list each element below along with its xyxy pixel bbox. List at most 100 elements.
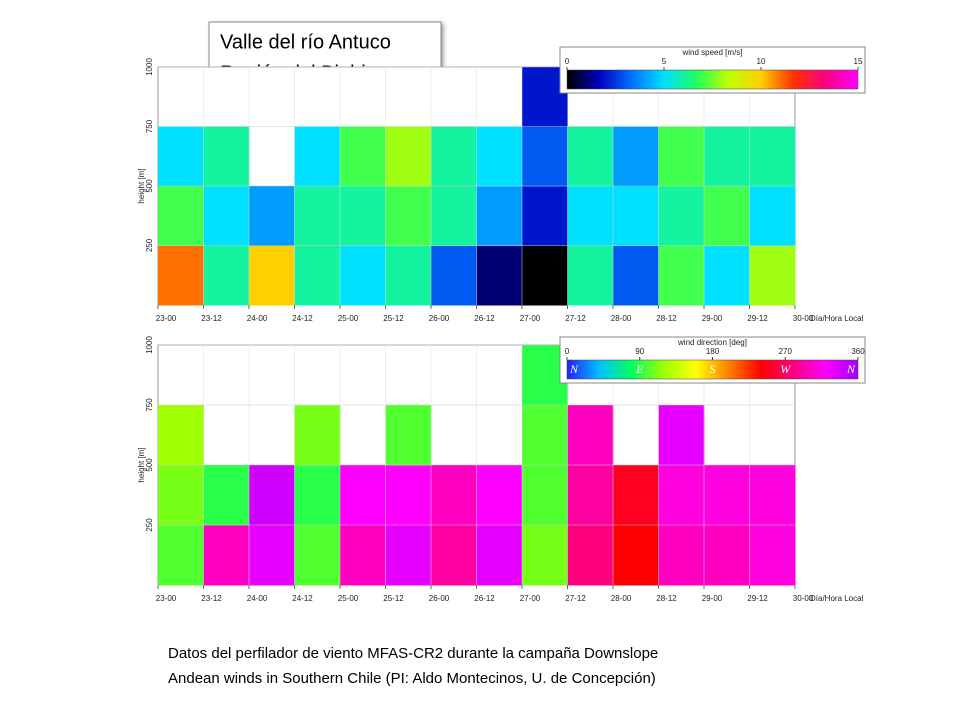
heat-cell	[294, 126, 341, 187]
heat-cell	[385, 525, 432, 586]
heat-cell	[567, 126, 614, 187]
heat-cell	[340, 525, 386, 586]
heat-cell	[613, 525, 659, 586]
x-tick-label: 24-12	[292, 594, 313, 603]
x-tick-label: 25-00	[338, 314, 359, 323]
heat-cell	[749, 126, 796, 187]
heat-cell	[749, 186, 796, 246]
heat-cell	[658, 126, 705, 187]
caption-line: Datos del perfilador de viento MFAS-CR2 …	[168, 645, 658, 662]
heat-cell	[613, 465, 659, 526]
x-tick-label: 26-12	[474, 594, 495, 603]
heat-cell	[476, 465, 523, 526]
heat-cell	[431, 186, 477, 246]
x-tick-label: 30-00	[793, 594, 814, 603]
heat-cell	[522, 465, 568, 526]
heat-cell	[431, 525, 477, 586]
y-tick-label: 1000	[145, 336, 154, 354]
heat-cell	[522, 126, 568, 187]
heat-cell	[249, 525, 295, 586]
heat-cell	[158, 126, 204, 187]
heat-cell	[294, 186, 341, 246]
heat-cell	[476, 126, 523, 187]
heat-cell	[340, 465, 386, 526]
x-tick-label: 24-00	[247, 594, 268, 603]
heat-cell	[704, 186, 750, 246]
heat-cell	[158, 186, 204, 246]
x-tick-label: 27-00	[520, 594, 541, 603]
heat-cell	[249, 245, 295, 306]
x-tick-label: 29-12	[747, 314, 768, 323]
heat-cell	[704, 465, 750, 526]
heat-cell	[385, 245, 432, 306]
heat-cell	[431, 245, 477, 306]
heat-cell	[158, 525, 204, 586]
colorbar-label: wind direction [deg]	[677, 338, 747, 347]
heat-cell	[749, 525, 796, 586]
heat-cell	[385, 465, 432, 526]
x-tick-label: 29-00	[702, 594, 723, 603]
x-tick-label: 28-00	[611, 314, 632, 323]
heat-cell	[476, 525, 523, 586]
heat-cell	[567, 465, 614, 526]
x-tick-label: 28-12	[656, 594, 677, 603]
direction-label: N	[846, 362, 856, 376]
heat-cell	[567, 525, 614, 586]
colorbar-tick-label: 90	[635, 347, 644, 356]
colorbar-label: wind speed [m/s]	[681, 48, 742, 57]
heat-cell	[613, 186, 659, 246]
colorbar-tick-label: 270	[779, 347, 793, 356]
x-tick-label: 24-12	[292, 314, 313, 323]
heat-cell	[704, 525, 750, 586]
heat-cell	[340, 245, 386, 306]
heat-cell	[385, 186, 432, 246]
heat-cell	[158, 465, 204, 526]
heat-cell	[294, 465, 341, 526]
heat-cell	[203, 465, 250, 526]
x-tick-label: 23-12	[201, 314, 222, 323]
heat-cell	[203, 186, 250, 246]
heat-cell	[613, 126, 659, 187]
heat-cell	[704, 126, 750, 187]
direction-label: S	[710, 362, 716, 376]
x-tick-label: 28-12	[656, 314, 677, 323]
direction-label: W	[780, 362, 791, 376]
x-tick-label: 24-00	[247, 314, 268, 323]
heat-cell	[749, 245, 796, 306]
heat-cell	[249, 465, 295, 526]
heat-cell	[658, 405, 705, 466]
heat-cell	[522, 525, 568, 586]
y-tick-label: 500	[145, 179, 154, 193]
heat-cell	[567, 245, 614, 306]
x-tick-label: 28-00	[611, 594, 632, 603]
x-tick-label: 25-12	[383, 594, 404, 603]
heat-cell	[749, 465, 796, 526]
y-tick-label: 250	[145, 518, 154, 532]
heat-cell	[203, 126, 250, 187]
y-tick-label: 250	[145, 238, 154, 252]
x-tick-label: 25-00	[338, 594, 359, 603]
heat-cell	[658, 525, 705, 586]
heat-cell	[294, 245, 341, 306]
colorbar-tick-label: 10	[757, 57, 766, 66]
x-tick-label: 27-12	[565, 594, 586, 603]
heat-cell	[340, 126, 386, 187]
x-tick-label: 27-12	[565, 314, 586, 323]
heat-cell	[476, 245, 523, 306]
heat-cell	[158, 405, 204, 466]
x-tick-label: 23-00	[156, 594, 177, 603]
y-axis-label: height [m]	[137, 447, 146, 482]
heat-cell	[158, 245, 204, 306]
colorbar-tick-label: 0	[565, 57, 570, 66]
x-tick-label: 25-12	[383, 314, 404, 323]
caption-line: Andean winds in Southern Chile (PI: Aldo…	[168, 670, 656, 687]
heat-cell	[567, 405, 614, 466]
direction-label: N	[569, 362, 579, 376]
heat-cell	[658, 186, 705, 246]
y-tick-label: 500	[145, 458, 154, 472]
x-axis-label: Día/Hora Local	[810, 594, 864, 603]
colorbar-tick-label: 15	[854, 57, 863, 66]
x-tick-label: 26-00	[429, 594, 450, 603]
heat-cell	[340, 186, 386, 246]
heat-cell	[658, 465, 705, 526]
